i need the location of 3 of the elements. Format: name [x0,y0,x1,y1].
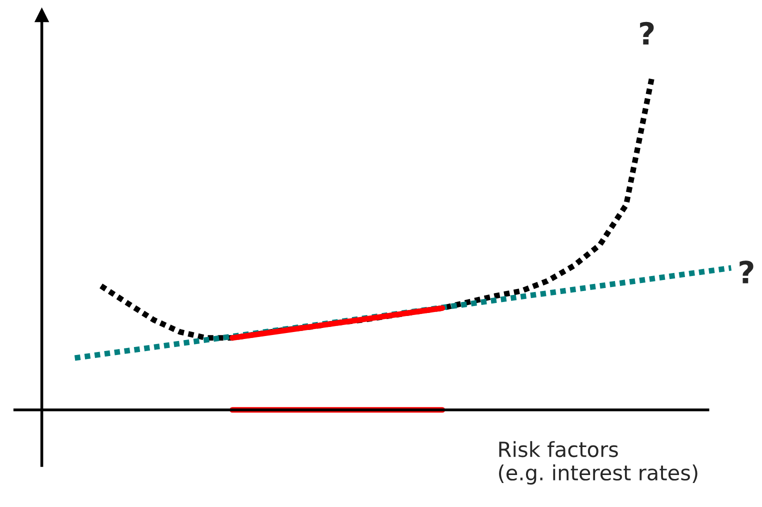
x-axis-title: Risk factors (e.g. interest rates) [499,441,698,485]
text: ? [640,22,654,45]
annotation: ? [740,260,754,284]
